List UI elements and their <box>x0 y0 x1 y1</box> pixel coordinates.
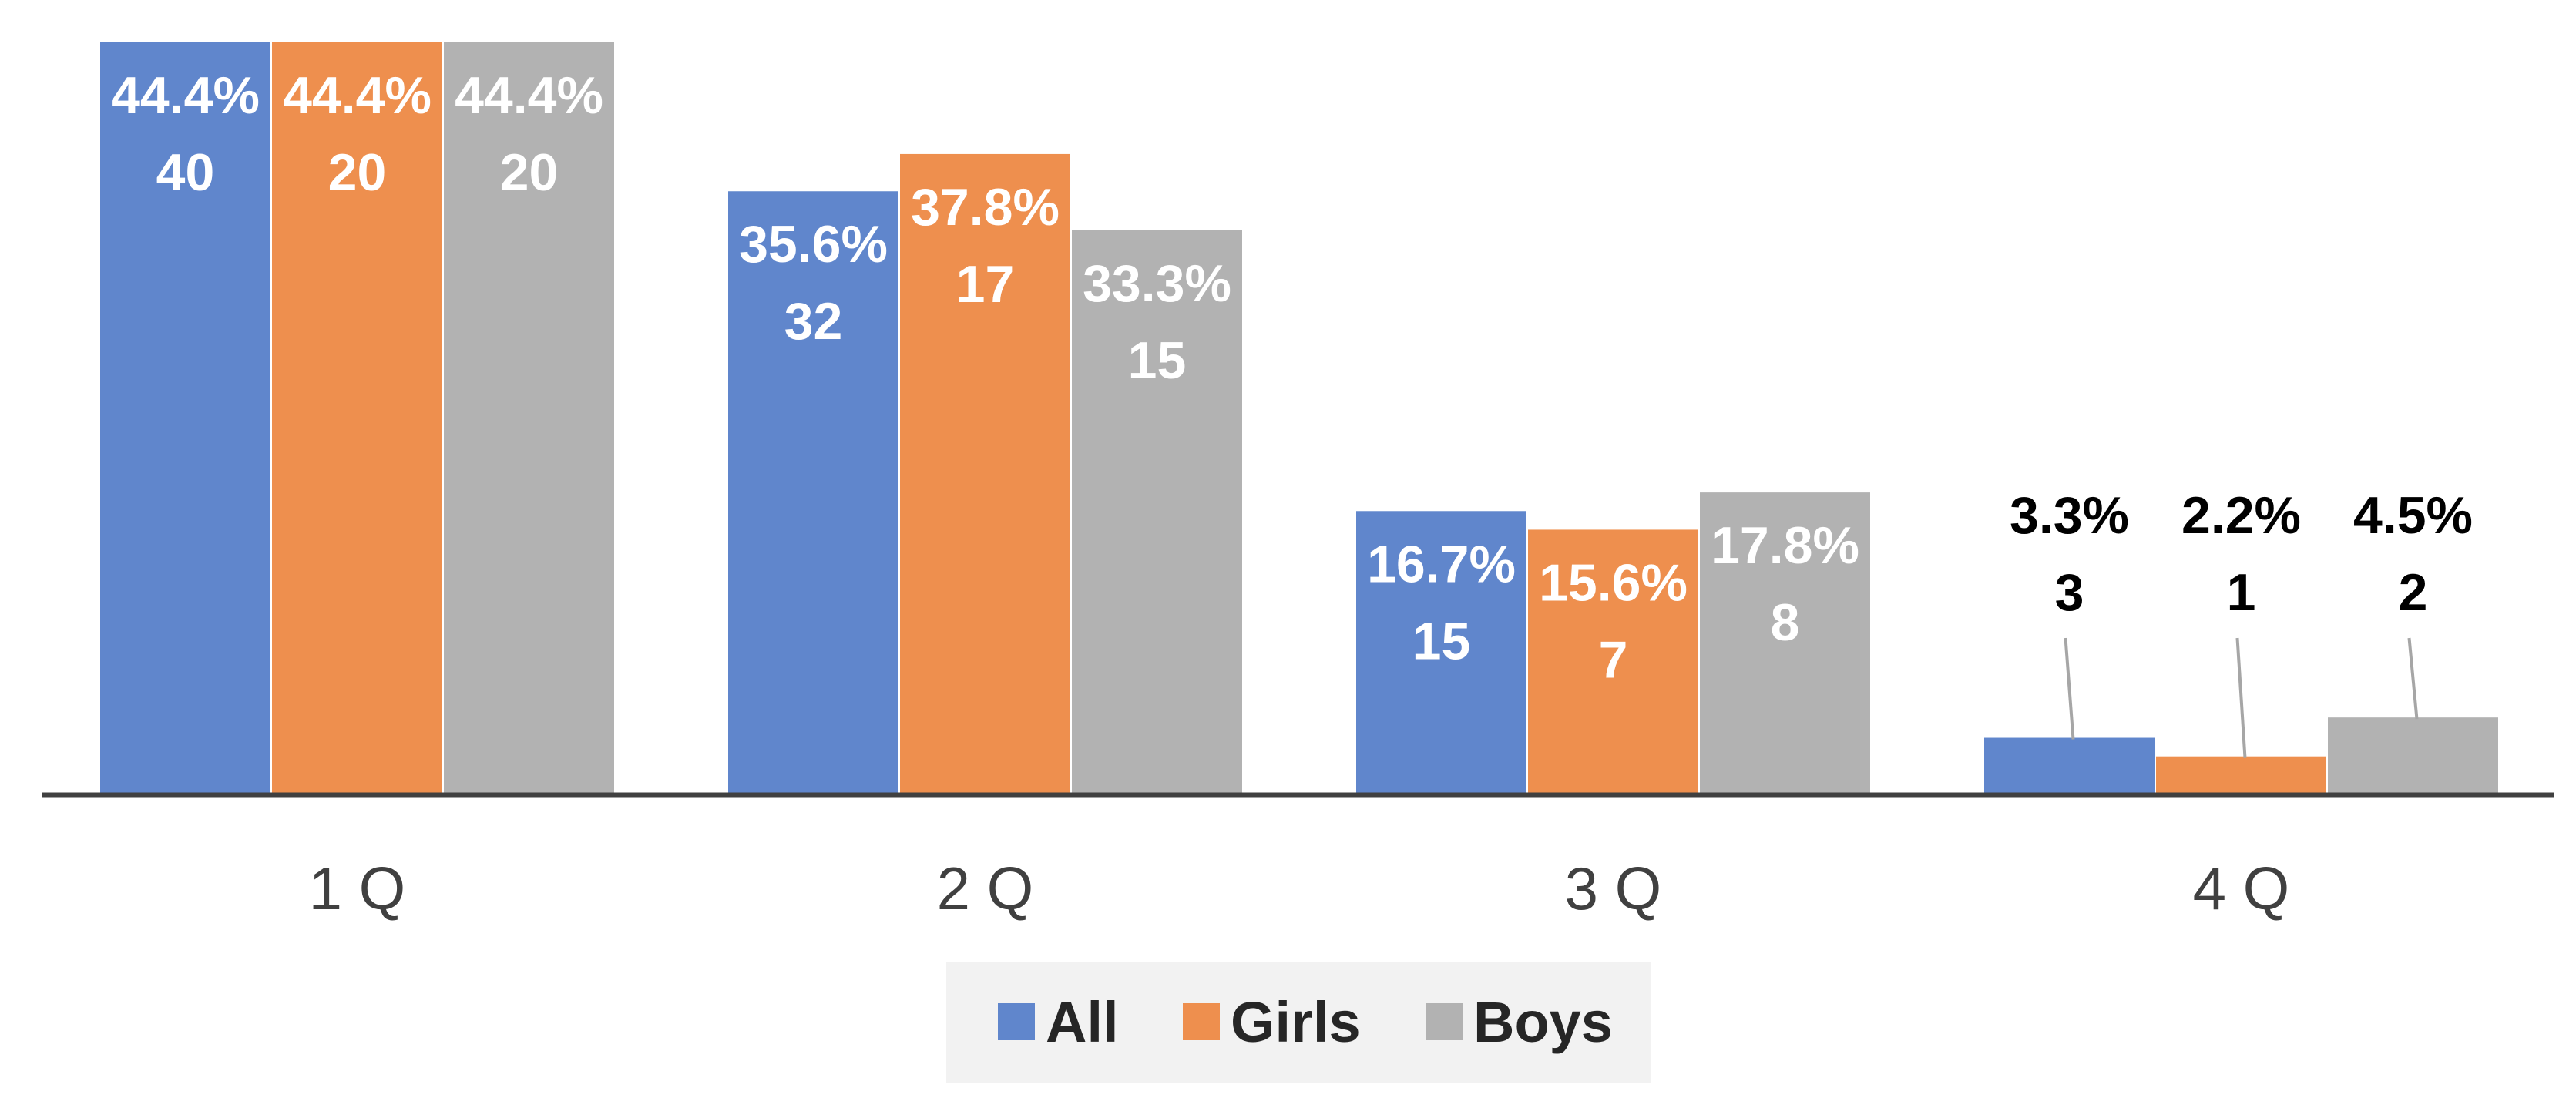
data-label-count-girls-4: 1 <box>2227 563 2256 622</box>
data-label-pct-boys-4: 4.5% <box>2353 486 2473 545</box>
bar-boys-1 <box>444 42 614 794</box>
data-label-count-all-4: 3 <box>2055 563 2084 622</box>
data-label-pct-girls-3: 15.6% <box>1539 553 1688 612</box>
legend-swatch-boys <box>1426 1003 1463 1040</box>
leader-line-all-4 <box>2064 637 2075 740</box>
data-label-count-all-1: 40 <box>156 143 215 202</box>
legend-label-boys: Boys <box>1473 990 1613 1054</box>
bar-girls-3 <box>1528 529 1698 794</box>
bar-all-1 <box>100 42 270 794</box>
x-tick-label-4: 4 Q <box>2193 855 2290 922</box>
legend-label-all: All <box>1046 990 1119 1054</box>
x-tick-label-2: 2 Q <box>937 855 1034 922</box>
data-label-count-all-3: 15 <box>1412 612 1471 670</box>
leader-lines-layer <box>2064 637 2419 758</box>
data-label-count-boys-4: 2 <box>2399 563 2428 622</box>
bar-girls-4 <box>2156 756 2326 794</box>
x-tick-label-1: 1 Q <box>309 855 406 922</box>
data-label-pct-girls-1: 44.4% <box>283 66 432 125</box>
data-label-count-girls-1: 20 <box>328 143 387 202</box>
data-label-count-girls-2: 17 <box>956 255 1015 314</box>
data-label-pct-boys-1: 44.4% <box>455 66 603 125</box>
legend-items: All Girls Boys <box>998 990 1613 1054</box>
data-label-pct-all-4: 3.3% <box>2010 486 2129 545</box>
bar-all-2 <box>728 191 898 794</box>
data-label-pct-boys-3: 17.8% <box>1711 516 1859 575</box>
bars-layer <box>100 42 2498 794</box>
data-label-pct-all-3: 16.7% <box>1367 535 1516 593</box>
bar-girls-1 <box>272 42 442 794</box>
leader-line-girls-4 <box>2235 637 2247 758</box>
bar-all-4 <box>1984 737 2155 794</box>
data-label-pct-girls-4: 2.2% <box>2181 486 2301 545</box>
data-label-count-girls-3: 7 <box>1599 630 1628 689</box>
data-label-pct-all-1: 44.4% <box>111 66 260 125</box>
bar-boys-3 <box>1700 492 1870 794</box>
x-tick-labels: 1 Q 2 Q 3 Q 4 Q <box>309 855 2290 922</box>
data-label-count-all-2: 32 <box>784 292 843 351</box>
leader-line-boys-4 <box>2407 637 2419 720</box>
x-tick-label-3: 3 Q <box>1565 855 1662 922</box>
legend-background <box>946 962 1651 1083</box>
data-label-pct-boys-2: 33.3% <box>1083 254 1231 313</box>
data-label-pct-all-2: 35.6% <box>739 215 888 274</box>
bar-girls-2 <box>900 153 1070 794</box>
legend-swatch-girls <box>1183 1003 1220 1040</box>
legend: All Girls Boys <box>946 962 1651 1083</box>
bar-all-3 <box>1356 511 1526 794</box>
data-label-count-boys-3: 8 <box>1771 593 1800 652</box>
data-label-pct-girls-2: 37.8% <box>911 178 1060 237</box>
data-label-count-boys-2: 15 <box>1128 331 1187 390</box>
bar-boys-4 <box>2328 717 2498 794</box>
data-label-count-boys-1: 20 <box>500 143 559 202</box>
legend-label-girls: Girls <box>1231 990 1361 1054</box>
legend-swatch-all <box>998 1003 1035 1040</box>
bar-boys-2 <box>1072 230 1242 794</box>
